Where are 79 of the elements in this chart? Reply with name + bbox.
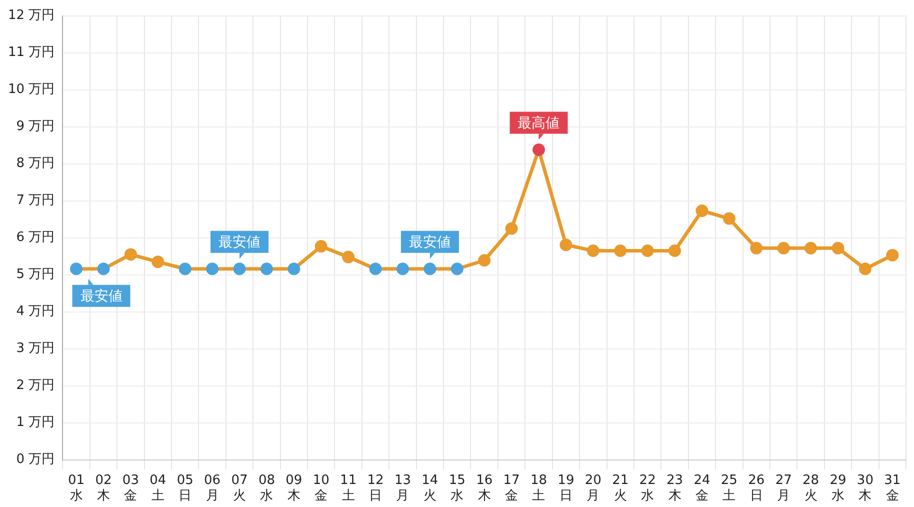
y-tick-label: 0 万円 — [16, 452, 55, 468]
point — [505, 222, 518, 235]
x-tick-label: 01 水 — [68, 472, 85, 504]
y-tick-label: 6 万円 — [16, 230, 55, 246]
x-tick-label: 08 水 — [258, 472, 275, 504]
point — [124, 248, 137, 261]
point — [369, 262, 382, 276]
point — [424, 262, 436, 276]
point — [288, 262, 300, 276]
point — [614, 244, 627, 257]
x-tick-label: 28 火 — [802, 472, 820, 504]
point — [97, 262, 110, 276]
x-tick-label: 26 日 — [748, 472, 765, 504]
y-tick-label: 5 万円 — [16, 267, 55, 282]
y-tick-label: 7 万円 — [16, 193, 55, 208]
y-tick-label: 8 万円 — [16, 156, 55, 172]
point — [152, 256, 164, 268]
x-tick-label: 17 金 — [503, 472, 520, 504]
x-tick-label: 22 水 — [639, 472, 656, 504]
x-tick-label: 15 水 — [448, 472, 466, 504]
point — [750, 242, 763, 254]
point — [832, 242, 844, 254]
x-tick-label: 31 金 — [884, 472, 901, 504]
x-tick-label: 12 日 — [367, 472, 384, 504]
x-tick-label: 25 土 — [720, 472, 738, 504]
x-tick-label: 18 土 — [530, 472, 548, 504]
point — [532, 143, 545, 156]
x-tick-label: 06 月 — [204, 472, 221, 504]
y-tick-label: 11 万円 — [8, 45, 55, 60]
x-tick-label: 07 火 — [231, 472, 248, 504]
point — [260, 262, 273, 276]
point — [450, 262, 464, 276]
point — [886, 248, 899, 262]
point — [206, 262, 219, 276]
x-tick-label: 04 土 — [150, 472, 166, 504]
x-tick-label: 21 火 — [612, 472, 629, 504]
x-tick-label: 23 木 — [666, 472, 684, 504]
x-tick-label: 02 木 — [95, 472, 112, 504]
annotation: 最高値 — [518, 115, 560, 132]
point — [396, 262, 409, 276]
y-tick-label: 10 万円 — [8, 82, 55, 98]
y-tick-label: 12 万円 — [8, 8, 55, 24]
y-tick-label: 2 万円 — [16, 378, 55, 394]
y-tick-label: 9 万円 — [16, 119, 55, 134]
point — [641, 244, 654, 257]
annotation: 最安値 — [80, 288, 122, 305]
x-tick-label: 24 金 — [694, 472, 710, 504]
point — [478, 254, 491, 267]
point — [178, 262, 192, 276]
point — [777, 242, 790, 254]
point — [70, 262, 83, 276]
point — [233, 262, 246, 276]
point — [722, 212, 736, 225]
x-tick-label: 13 月 — [394, 472, 411, 504]
point — [342, 250, 355, 264]
x-tick-label: 30 木 — [856, 472, 874, 504]
x-tick-label: 09 木 — [286, 472, 302, 504]
point — [858, 262, 872, 276]
annotation: 最安値 — [408, 234, 451, 251]
x-tick-label: 10 金 — [312, 472, 330, 504]
x-tick-label: 20 月 — [584, 472, 602, 504]
point — [586, 244, 600, 257]
point — [696, 204, 708, 218]
point — [560, 238, 572, 252]
x-tick-label: 27 月 — [775, 472, 792, 504]
x-tick-label: 29 水 — [830, 472, 846, 504]
x-tick-label: 19 日 — [558, 472, 574, 504]
y-tick-label: 3 万円 — [16, 341, 55, 356]
x-tick-label: 05 日 — [176, 472, 194, 504]
x-tick-label: 11 土 — [340, 472, 357, 504]
x-tick-label: 14 火 — [422, 472, 438, 504]
x-tick-label: 03 金 — [122, 472, 139, 504]
point — [668, 244, 682, 257]
y-tick-label: 4 万円 — [16, 304, 55, 320]
y-tick-label: 1 万円 — [16, 415, 55, 430]
point — [314, 240, 328, 253]
annotation: 最安値 — [218, 234, 260, 251]
x-tick-label: 16 木 — [476, 472, 493, 504]
point — [804, 242, 818, 254]
